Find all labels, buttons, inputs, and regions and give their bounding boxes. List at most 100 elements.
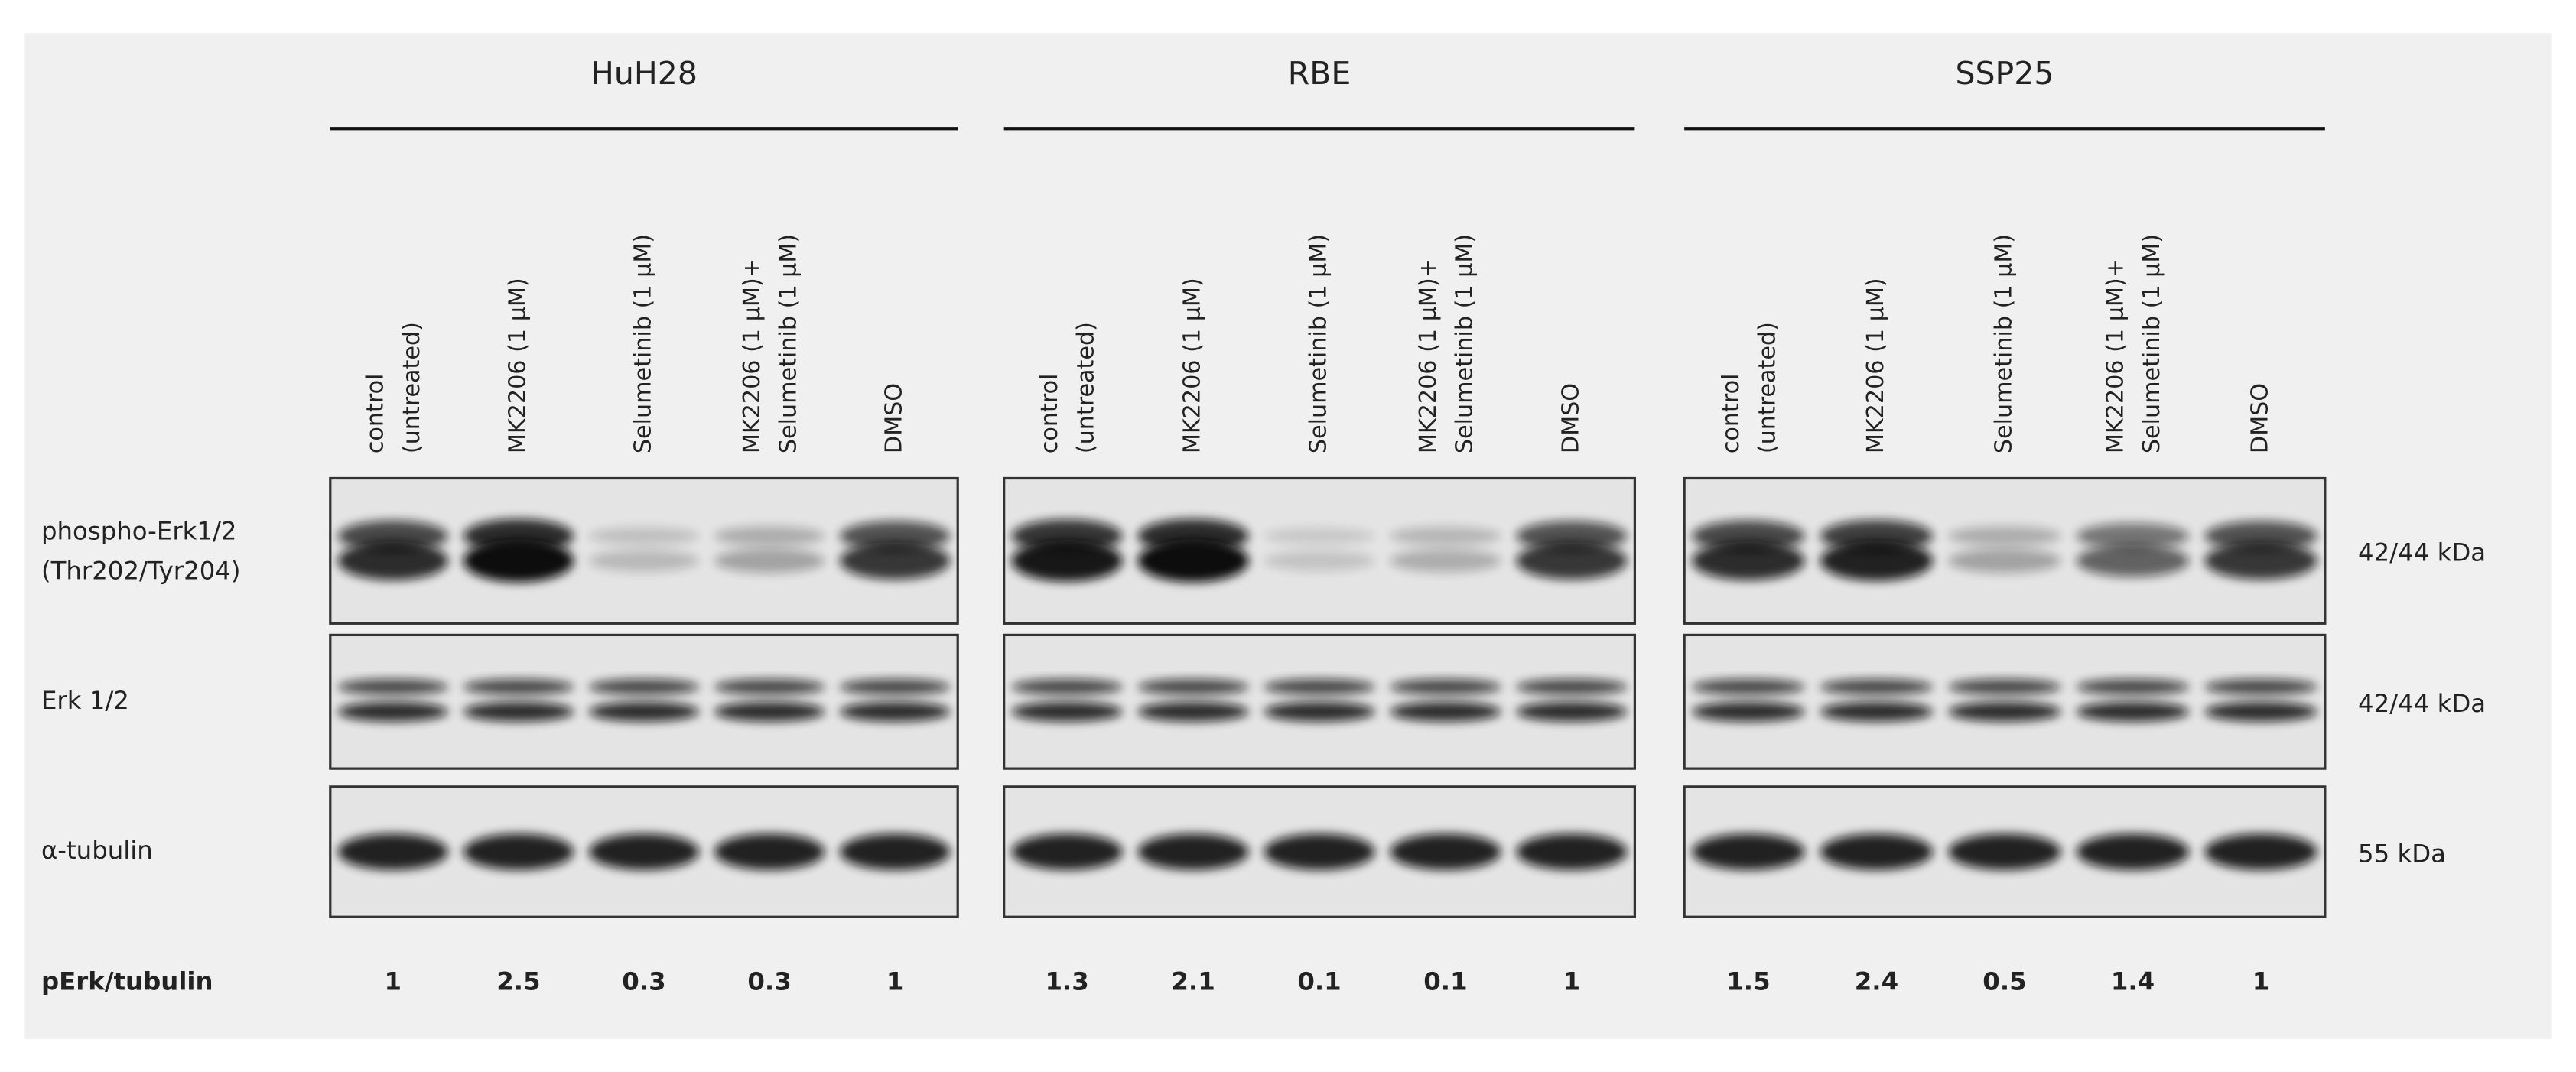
lane-label: Selumetinib (1 µM) [2139,234,2165,453]
band [1948,833,2061,870]
band [2204,701,2317,722]
lane-label: control [1036,374,1063,454]
band [839,541,951,580]
lane-label: Selumetinib (1 µM) [629,234,656,453]
lane-label: Selumetinib (1 µM) [1451,234,1478,453]
blot-frame [329,785,959,918]
band [588,527,700,545]
blot [1003,785,1637,918]
ratio-value: 1.4 [2111,967,2155,996]
band [337,541,449,580]
band [839,833,951,870]
band [1390,833,1501,870]
band [1516,833,1628,870]
ratio-value: 2.5 [496,967,540,996]
lane-label: MK2206 (1 µM)+ [1415,258,1442,453]
row-label: (Thr202/Tyr204) [41,556,241,585]
band [1011,540,1123,582]
blot [329,633,959,770]
lane-label: control [1718,374,1745,454]
band [2076,833,2190,870]
band [588,550,700,572]
band [337,833,449,870]
band [714,679,825,695]
band [463,833,574,870]
band [839,679,951,695]
band [337,679,449,695]
band [2204,833,2317,870]
row-label: Erk 1/2 [41,686,129,715]
band [1948,548,2061,573]
cell-line-title: RBE [1288,55,1351,92]
blot-frame [1003,476,1637,625]
band [2204,521,2317,551]
size-label: 42/44 kDa [2358,689,2486,718]
lane-label: MK2206 (1 µM) [504,278,531,453]
band [2204,541,2317,580]
ratio-value: 1 [2252,967,2270,996]
ratio-value: 1 [385,967,402,996]
cell-line-title: HuH28 [590,55,698,92]
blot-frame [329,633,959,770]
ratio-value: 1 [886,967,904,996]
blot-frame [1003,633,1637,770]
lane-label: DMSO [1557,383,1584,453]
band [2204,679,2317,695]
band [588,833,700,870]
ratio-value: 0.3 [622,967,665,996]
band [1820,833,1934,870]
band [1820,679,1934,695]
band [2076,679,2190,695]
band [2076,544,2190,577]
band [839,521,951,551]
ratio-value: 0.3 [747,967,791,996]
ratio-label: pErk/tubulin [41,967,213,996]
band [1516,701,1628,722]
lane-label: control [363,374,389,454]
band [714,833,825,870]
band [1692,541,1805,580]
ratio-value: 2.1 [1171,967,1215,996]
blot-bg [1003,635,1635,769]
band [1948,701,2061,722]
band [1264,701,1375,722]
band [337,701,449,722]
band [1948,679,2061,695]
band [1137,539,1249,583]
band [714,526,825,546]
lane-label: DMSO [881,383,908,453]
band [1264,679,1375,695]
band [588,679,700,695]
lane-label: DMSO [2247,383,2274,453]
band [839,701,951,722]
band [1137,833,1249,870]
lane-label: (untreated) [398,322,425,453]
band [1516,521,1628,551]
ratio-value: 1.3 [1045,967,1088,996]
row-label: phospho-Erk1/2 [41,517,237,546]
band [1264,528,1375,544]
blot-frame [1683,476,2327,625]
size-label: 42/44 kDa [2358,538,2486,567]
lane-label: (untreated) [1073,322,1100,453]
blot [1683,785,2327,918]
blot [1003,476,1637,625]
band [1390,701,1501,722]
band [1011,679,1123,695]
band [1948,526,2061,546]
band [588,701,700,722]
blot-frame [329,476,959,625]
lane-label: MK2206 (1 µM) [1862,278,1889,453]
lane-label: Selumetinib (1 µM) [1990,234,2017,453]
blot [1683,476,2327,625]
blot [329,476,959,625]
band [1692,520,1805,552]
band [463,701,574,722]
blot [1683,633,2327,770]
band [1011,833,1123,870]
ratio-value: 0.1 [1297,967,1341,996]
ratio-value: 1 [1563,967,1581,996]
band [463,539,574,583]
band [1264,550,1375,571]
